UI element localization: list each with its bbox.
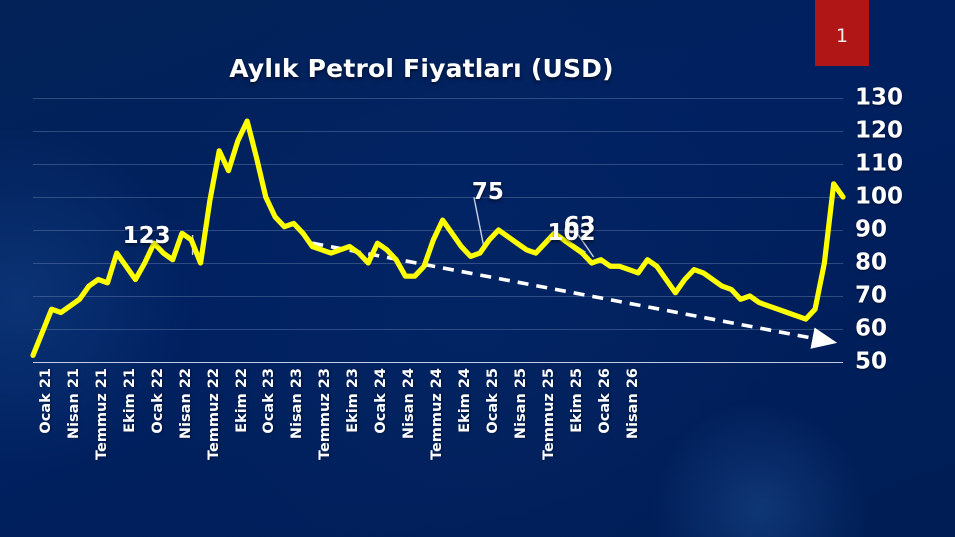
chart-plot-area: 123 75 63 102 <box>30 98 846 363</box>
x-tick-label: Ekim 25 <box>568 368 585 433</box>
gridline-50 <box>33 362 843 363</box>
x-tick-label: Ocak 21 <box>38 368 54 434</box>
x-tick-label: Ekim 21 <box>121 368 138 433</box>
gridline-120 <box>33 131 843 132</box>
gridline-130 <box>33 98 843 99</box>
price-line-series <box>30 118 846 358</box>
trendline <box>311 241 838 349</box>
y-tick-label: 90 <box>855 216 888 243</box>
data-label-123: 123 <box>122 223 171 249</box>
y-tick-label: 80 <box>855 249 888 276</box>
y-tick-label: 60 <box>855 315 888 342</box>
x-tick-label: Ocak 25 <box>484 368 501 434</box>
slide-number-text: 1 <box>835 25 849 47</box>
gridline-80 <box>33 263 843 264</box>
y-tick-label: 120 <box>855 117 904 144</box>
x-tick-label: Nisan 22 <box>177 368 194 440</box>
data-label-63: 63 <box>563 213 596 239</box>
x-tick-label: Nisan 26 <box>624 368 641 440</box>
gridline-60 <box>33 329 843 330</box>
y-tick-label: 50 <box>855 348 888 375</box>
callout-leader-lines <box>191 196 595 258</box>
x-tick-label: Nisan 24 <box>401 368 418 440</box>
data-label-75: 75 <box>471 179 504 206</box>
x-tick-label: Nisan 25 <box>512 368 529 440</box>
x-tick-label: Temmuz 21 <box>93 368 110 461</box>
x-tick-label: Ocak 26 <box>596 368 613 434</box>
x-tick-label: Ocak 23 <box>261 368 278 434</box>
x-tick-label: Ocak 22 <box>149 368 166 434</box>
y-axis-labels: 130 120 110 100 90 80 70 60 50 <box>855 86 950 373</box>
data-label-102: 102 <box>547 220 596 247</box>
x-tick-label: Ekim 24 <box>456 368 473 433</box>
slide-number-badge: 1 <box>815 0 869 66</box>
gridline-70 <box>33 296 843 297</box>
x-tick-label: Ocak 24 <box>373 368 390 434</box>
x-tick-label: Ekim 22 <box>233 368 250 433</box>
y-tick-label: 70 <box>855 282 888 309</box>
y-tick-label: 100 <box>855 183 904 210</box>
x-tick-label: Temmuz 23 <box>317 368 334 461</box>
chart-svg <box>30 118 846 358</box>
x-tick-label: Nisan 21 <box>65 368 82 440</box>
gridline-100 <box>33 197 843 198</box>
y-tick-label: 130 <box>855 84 904 111</box>
gridline-110 <box>33 164 843 165</box>
x-tick-label: Temmuz 24 <box>429 368 446 461</box>
chart-title: Aylık Petrol Fiyatları (USD) <box>229 54 614 83</box>
y-tick-label: 110 <box>855 150 904 177</box>
x-tick-label: Temmuz 25 <box>540 368 557 461</box>
x-tick-label: Temmuz 22 <box>205 368 222 461</box>
x-tick-label: Nisan 23 <box>289 368 306 440</box>
x-axis-labels: Ocak 21 Nisan 21 Temmuz 21 Ekim 21 Ocak 22 Ni… <box>33 368 843 478</box>
x-tick-label: Ekim 23 <box>345 368 362 433</box>
